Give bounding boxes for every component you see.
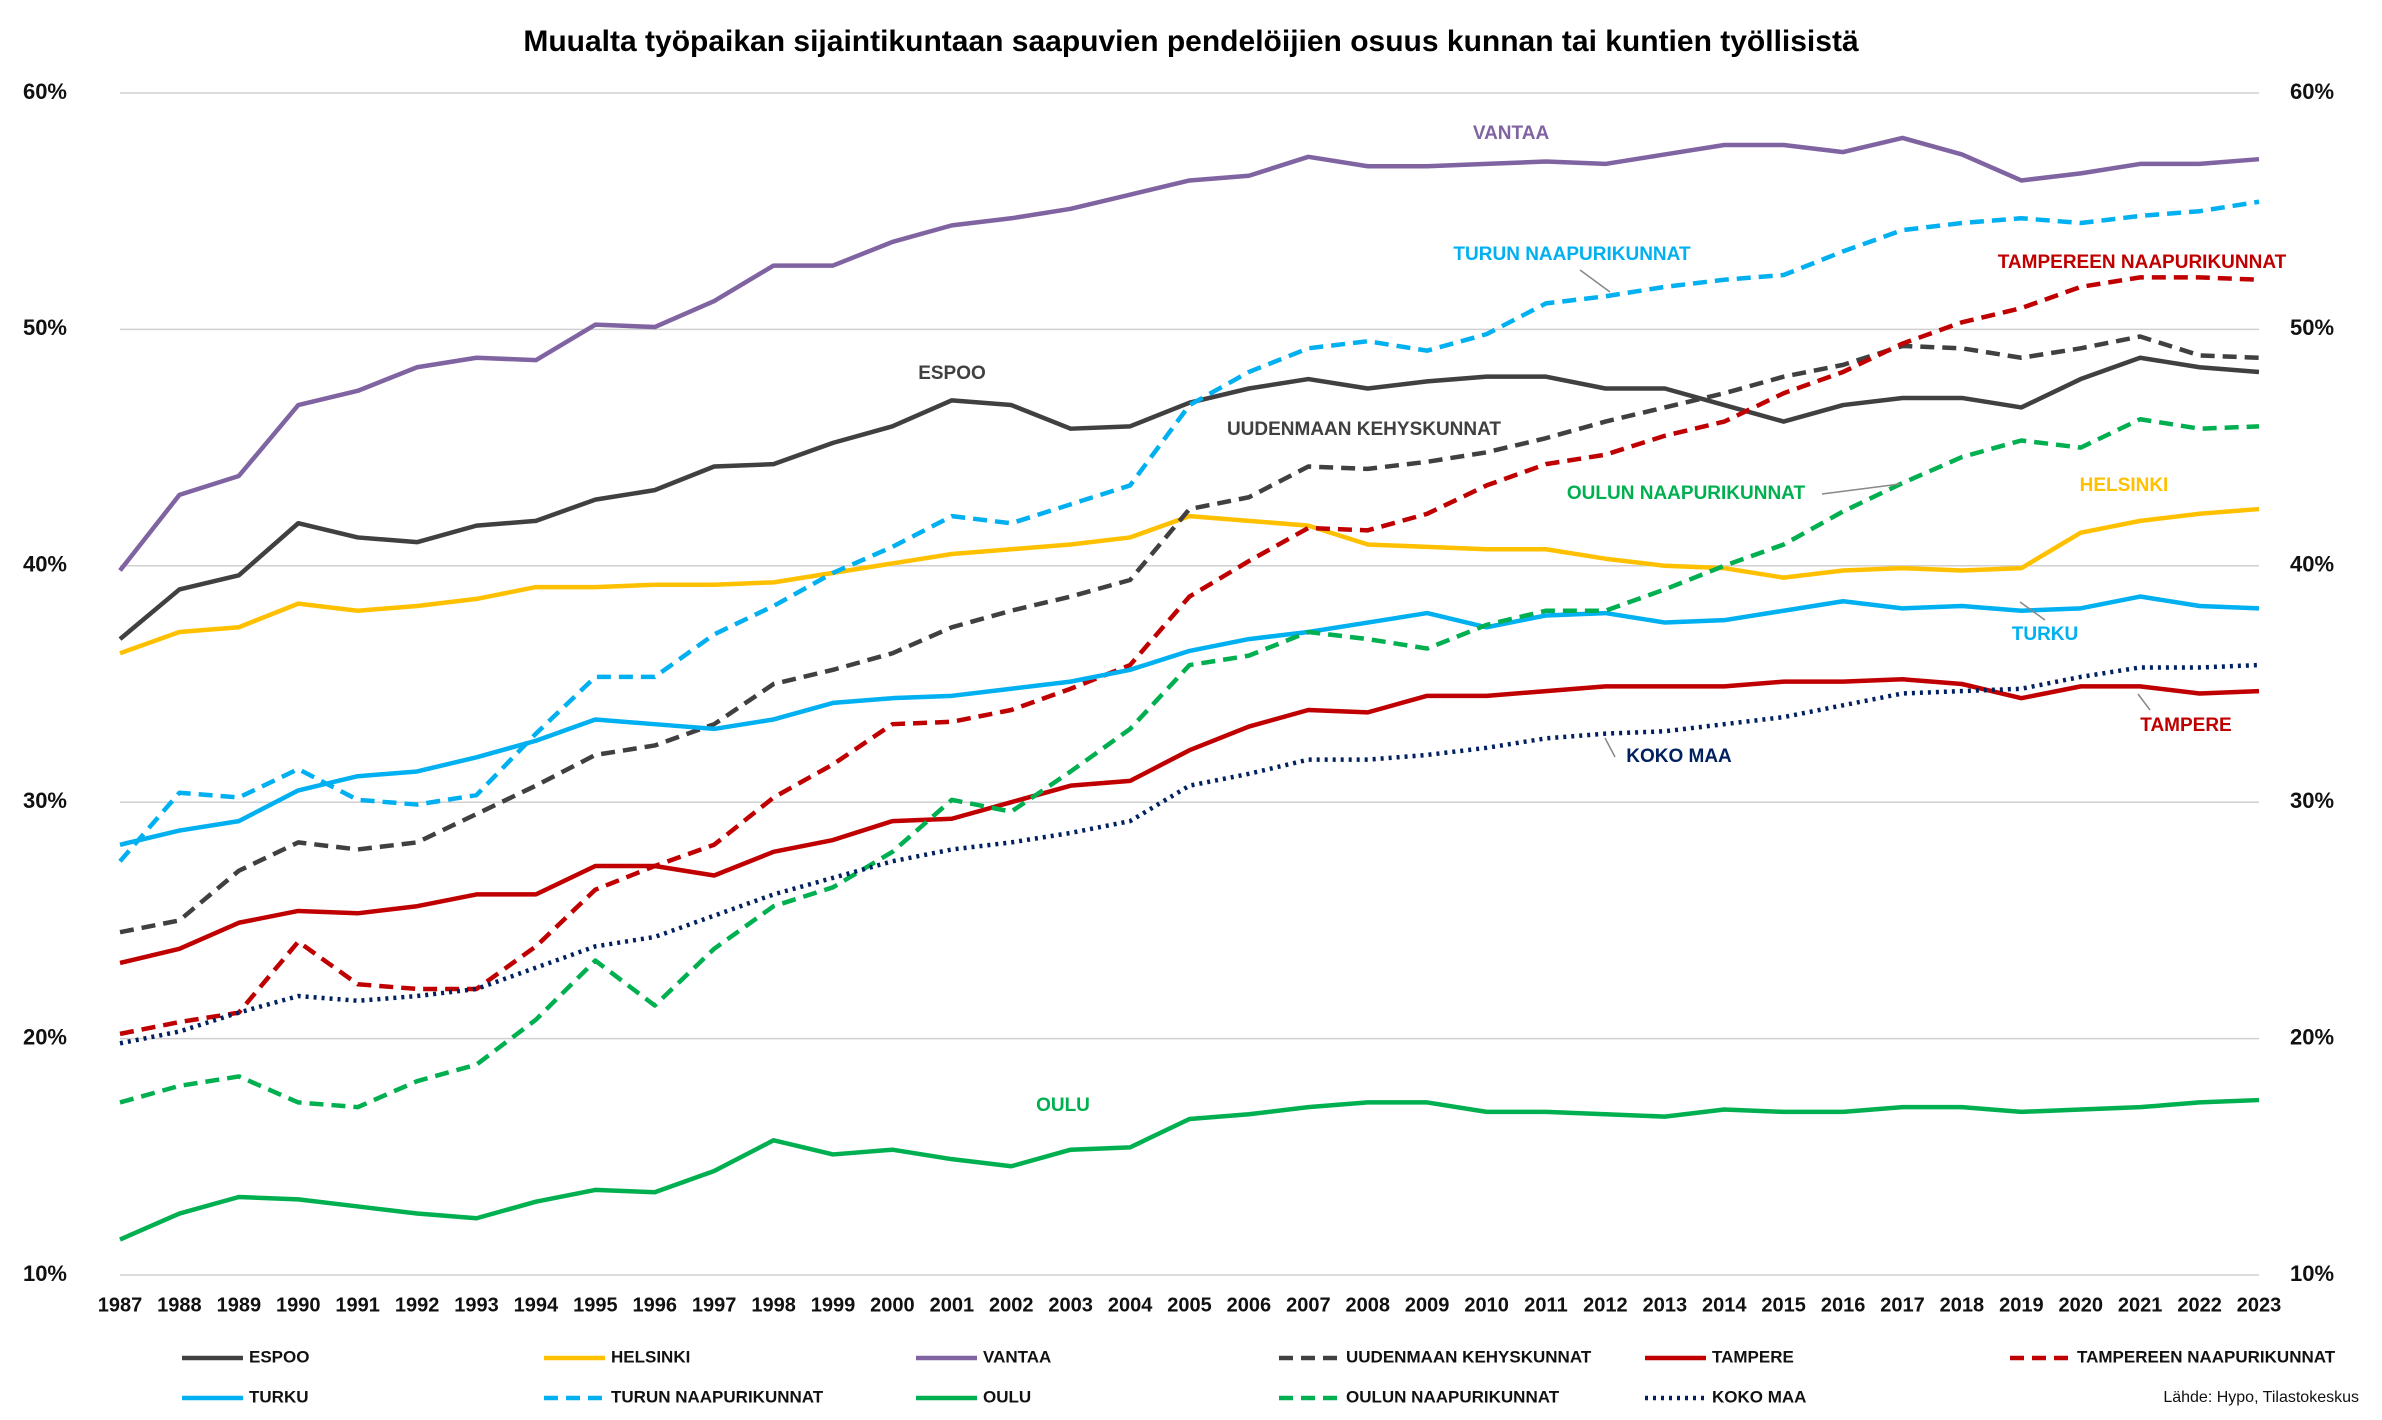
- x-tick-label: 2011: [1524, 1294, 1567, 1316]
- x-tick-label: 1993: [454, 1294, 499, 1316]
- series-line: [119, 416, 2260, 1110]
- y-tick-label: 50%: [23, 315, 67, 340]
- x-tick-label: 2019: [1999, 1294, 2044, 1316]
- label-leader: [2137, 693, 2151, 711]
- x-tick-label: 1992: [395, 1294, 440, 1316]
- x-tick-label: 2008: [1346, 1294, 1391, 1316]
- series-label: TURUN NAAPURIKUNNAT: [1453, 244, 1691, 265]
- x-tick-label: 1988: [157, 1294, 202, 1316]
- series-line: [118, 135, 2260, 572]
- series-label: TAMPERE: [2140, 715, 2231, 736]
- legend-label: UUDENMAAN KEHYSKUNNAT: [1346, 1347, 1592, 1366]
- legend-label: OULU: [983, 1387, 1031, 1406]
- y2-tick-label: 60%: [2290, 79, 2334, 104]
- x-tick-label: 1989: [217, 1294, 262, 1316]
- y2-tick-label: 10%: [2290, 1261, 2334, 1286]
- y-tick-label: 30%: [23, 788, 67, 813]
- label-leader: [1579, 269, 1611, 293]
- x-tick-label: 2022: [2177, 1294, 2222, 1316]
- series-label: OULU: [1036, 1095, 1090, 1116]
- y-tick-label: 40%: [23, 552, 67, 577]
- x-tick-label: 2004: [1108, 1294, 1153, 1316]
- x-tick-label: 2005: [1167, 1294, 1212, 1316]
- series-label: UUDENMAAN KEHYSKUNNAT: [1227, 419, 1501, 440]
- x-tick-label: 2001: [930, 1294, 975, 1316]
- series-label: VANTAA: [1473, 123, 1550, 144]
- legend-label: KOKO MAA: [1712, 1387, 1806, 1406]
- x-tick-label: 1997: [692, 1294, 737, 1316]
- y-tick-label: 60%: [23, 79, 67, 104]
- x-tick-label: 2000: [870, 1294, 915, 1316]
- x-tick-label: 1995: [573, 1294, 618, 1316]
- x-tick-label: 1991: [335, 1294, 380, 1316]
- series-line: [119, 662, 2260, 1046]
- x-tick-label: 2021: [2118, 1294, 2163, 1316]
- series-line: [119, 594, 2260, 847]
- x-tick-label: 2017: [1880, 1294, 1925, 1316]
- legend-label: VANTAA: [983, 1347, 1051, 1366]
- legend-label: ESPOO: [249, 1347, 309, 1366]
- series-line: [118, 199, 2260, 863]
- x-tick-label: 2013: [1643, 1294, 1688, 1316]
- label-leader: [1604, 737, 1616, 758]
- legend-label: TAMPEREEN NAAPURIKUNNAT: [2077, 1347, 2336, 1366]
- x-tick-label: 2010: [1464, 1294, 1509, 1316]
- x-tick-label: 2015: [1761, 1294, 1806, 1316]
- series-label: TAMPEREEN NAAPURIKUNNAT: [1998, 252, 2287, 273]
- chart-title: Muualta työpaikan sijaintikuntaan saapuv…: [523, 25, 1859, 58]
- series-line: [119, 1097, 2260, 1242]
- series-label: TURKU: [2012, 624, 2079, 645]
- legend-label: TURUN NAAPURIKUNNAT: [611, 1387, 824, 1406]
- x-tick-label: 1987: [98, 1294, 143, 1316]
- x-tick-label: 1994: [514, 1294, 559, 1316]
- x-tick-label: 1998: [751, 1294, 796, 1316]
- x-tick-label: 1996: [633, 1294, 678, 1316]
- y2-tick-label: 50%: [2290, 315, 2334, 340]
- series-label: HELSINKI: [2080, 475, 2169, 496]
- series-line: [119, 506, 2260, 656]
- y2-tick-label: 30%: [2290, 788, 2334, 813]
- series-line: [119, 275, 2260, 1037]
- x-tick-label: 2003: [1048, 1294, 1093, 1316]
- y2-tick-label: 20%: [2290, 1024, 2334, 1049]
- series-line: [119, 334, 2260, 935]
- label-leader: [2019, 601, 2046, 621]
- x-tick-label: 2002: [989, 1294, 1034, 1316]
- legend-label: OULUN NAAPURIKUNNAT: [1346, 1387, 1560, 1406]
- y-tick-label: 10%: [23, 1261, 67, 1286]
- x-tick-label: 2007: [1286, 1294, 1331, 1316]
- series-label: ESPOO: [918, 363, 986, 384]
- series-label: KOKO MAA: [1626, 746, 1732, 767]
- series-label: OULUN NAAPURIKUNNAT: [1567, 483, 1806, 504]
- y-tick-label: 20%: [23, 1024, 67, 1049]
- x-tick-label: 1990: [276, 1294, 321, 1316]
- x-tick-label: 1999: [811, 1294, 856, 1316]
- legend-label: HELSINKI: [611, 1347, 690, 1366]
- x-tick-label: 2012: [1583, 1294, 1628, 1316]
- x-tick-label: 2023: [2237, 1294, 2282, 1316]
- x-tick-label: 2006: [1227, 1294, 1272, 1316]
- source-note: Lähde: Hypo, Tilastokeskus: [2163, 1389, 2359, 1406]
- y2-tick-label: 40%: [2290, 552, 2334, 577]
- series-line: [119, 677, 2260, 966]
- x-tick-label: 2018: [1940, 1294, 1985, 1316]
- legend-label: TAMPERE: [1712, 1347, 1794, 1366]
- legend-label: TURKU: [249, 1387, 309, 1406]
- x-tick-label: 2016: [1821, 1294, 1866, 1316]
- x-tick-label: 2020: [2059, 1294, 2104, 1316]
- x-tick-label: 2009: [1405, 1294, 1450, 1316]
- x-tick-label: 2014: [1702, 1294, 1747, 1316]
- label-leader: [1821, 483, 1901, 495]
